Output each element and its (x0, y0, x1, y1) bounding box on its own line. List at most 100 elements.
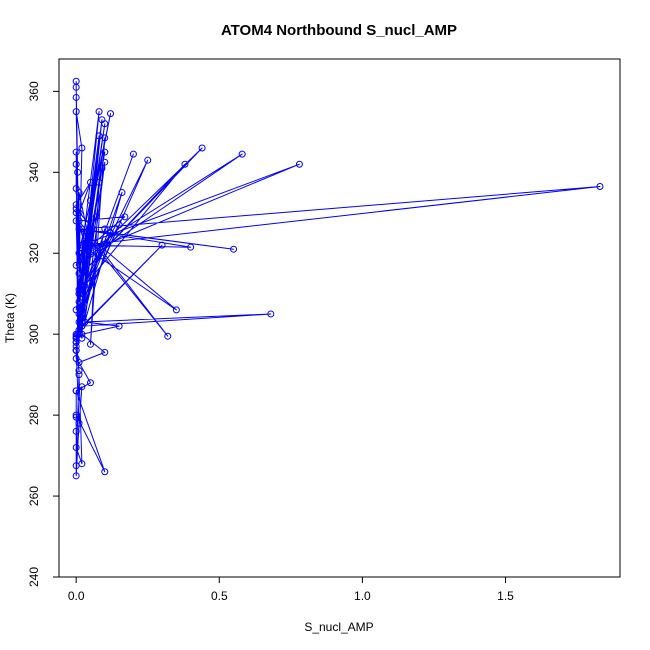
data-point (72, 387, 80, 395)
y-tick-label: 340 (27, 162, 41, 182)
data-point (72, 472, 80, 480)
data-point (86, 241, 94, 249)
y-tick-label: 320 (27, 243, 41, 263)
data-point (238, 150, 246, 158)
data-point (72, 160, 80, 168)
x-tick-label: 0.0 (68, 589, 85, 603)
data-point (101, 348, 109, 356)
data-point (72, 334, 80, 342)
data-point (81, 257, 89, 265)
data-point (72, 413, 80, 421)
data-point (78, 269, 86, 277)
data-point (267, 310, 275, 318)
data-point (230, 245, 238, 253)
data-point (78, 241, 86, 249)
x-axis-label: S_nucl_AMP (304, 620, 373, 634)
data-point (72, 411, 80, 419)
data-point (181, 160, 189, 168)
data-point (596, 182, 604, 190)
y-axis-label: Theta (K) (3, 293, 17, 343)
data-point (86, 340, 94, 348)
data-point (72, 83, 80, 91)
data-point (92, 213, 100, 221)
data-point (75, 419, 83, 427)
data-point (72, 346, 80, 354)
data-point (115, 322, 123, 330)
data-point (95, 108, 103, 116)
data-point (101, 148, 109, 156)
data-point (129, 150, 137, 158)
data-point (101, 468, 109, 476)
data-point (121, 213, 129, 221)
data-point (81, 282, 89, 290)
x-tick-label: 1.5 (497, 589, 514, 603)
data-point (118, 189, 126, 197)
data-point (81, 249, 89, 257)
data-point (72, 462, 80, 470)
data-point (72, 93, 80, 101)
data-point (101, 134, 109, 142)
data-point (158, 241, 166, 249)
data-point (198, 144, 206, 152)
data-point (75, 371, 83, 379)
data-point (75, 298, 83, 306)
data-point (72, 330, 80, 338)
data-point (86, 178, 94, 186)
data-point (89, 225, 97, 233)
data-point (107, 229, 115, 237)
x-tick-label: 1.0 (354, 589, 371, 603)
data-point (72, 444, 80, 451)
y-axis: 240 260 280 300 320 340 360 (27, 81, 60, 587)
data-point (78, 290, 86, 298)
data-point (72, 205, 80, 213)
data-point (172, 306, 180, 314)
data-point (75, 217, 83, 225)
x-axis: 0.0 0.5 1.0 1.5 (68, 576, 514, 603)
data-point (75, 189, 83, 197)
y-tick-label: 280 (27, 405, 41, 425)
data-point (72, 332, 80, 340)
data-point (144, 156, 152, 164)
data-point (78, 322, 86, 330)
data-point (115, 221, 123, 229)
data-point (295, 160, 303, 168)
data-point (101, 225, 109, 233)
data-point (72, 148, 80, 156)
data-point (95, 178, 103, 186)
data-point (75, 290, 83, 298)
data-point (98, 164, 106, 172)
data-point (187, 243, 195, 251)
data-point (75, 367, 83, 375)
data-point (78, 249, 86, 257)
y-tick-label: 260 (27, 486, 41, 506)
data-point (72, 209, 80, 217)
y-tick-label: 300 (27, 324, 41, 344)
data-point (78, 318, 86, 326)
data-point (74, 168, 82, 176)
data-point (84, 229, 92, 237)
data-point (72, 261, 80, 269)
data-point (72, 427, 80, 435)
data-point (72, 108, 80, 116)
series-layer (72, 77, 604, 480)
data-point (78, 306, 86, 314)
data-point (78, 282, 86, 290)
y-tick-label: 240 (27, 567, 41, 587)
chart-title: ATOM4 Northbound S_nucl_AMP (221, 22, 457, 39)
data-point (78, 383, 86, 391)
data-point (72, 217, 80, 225)
data-point (164, 332, 172, 340)
data-point (72, 201, 80, 209)
data-point (81, 229, 89, 237)
x-tick-label: 0.5 (211, 589, 228, 603)
data-point (75, 225, 83, 233)
data-point (72, 354, 80, 362)
data-point (72, 342, 80, 350)
data-point (98, 116, 106, 124)
data-point (86, 197, 94, 205)
y-tick-label: 360 (27, 81, 41, 101)
data-point (86, 379, 94, 387)
data-point (101, 158, 109, 166)
data-point (78, 310, 86, 318)
